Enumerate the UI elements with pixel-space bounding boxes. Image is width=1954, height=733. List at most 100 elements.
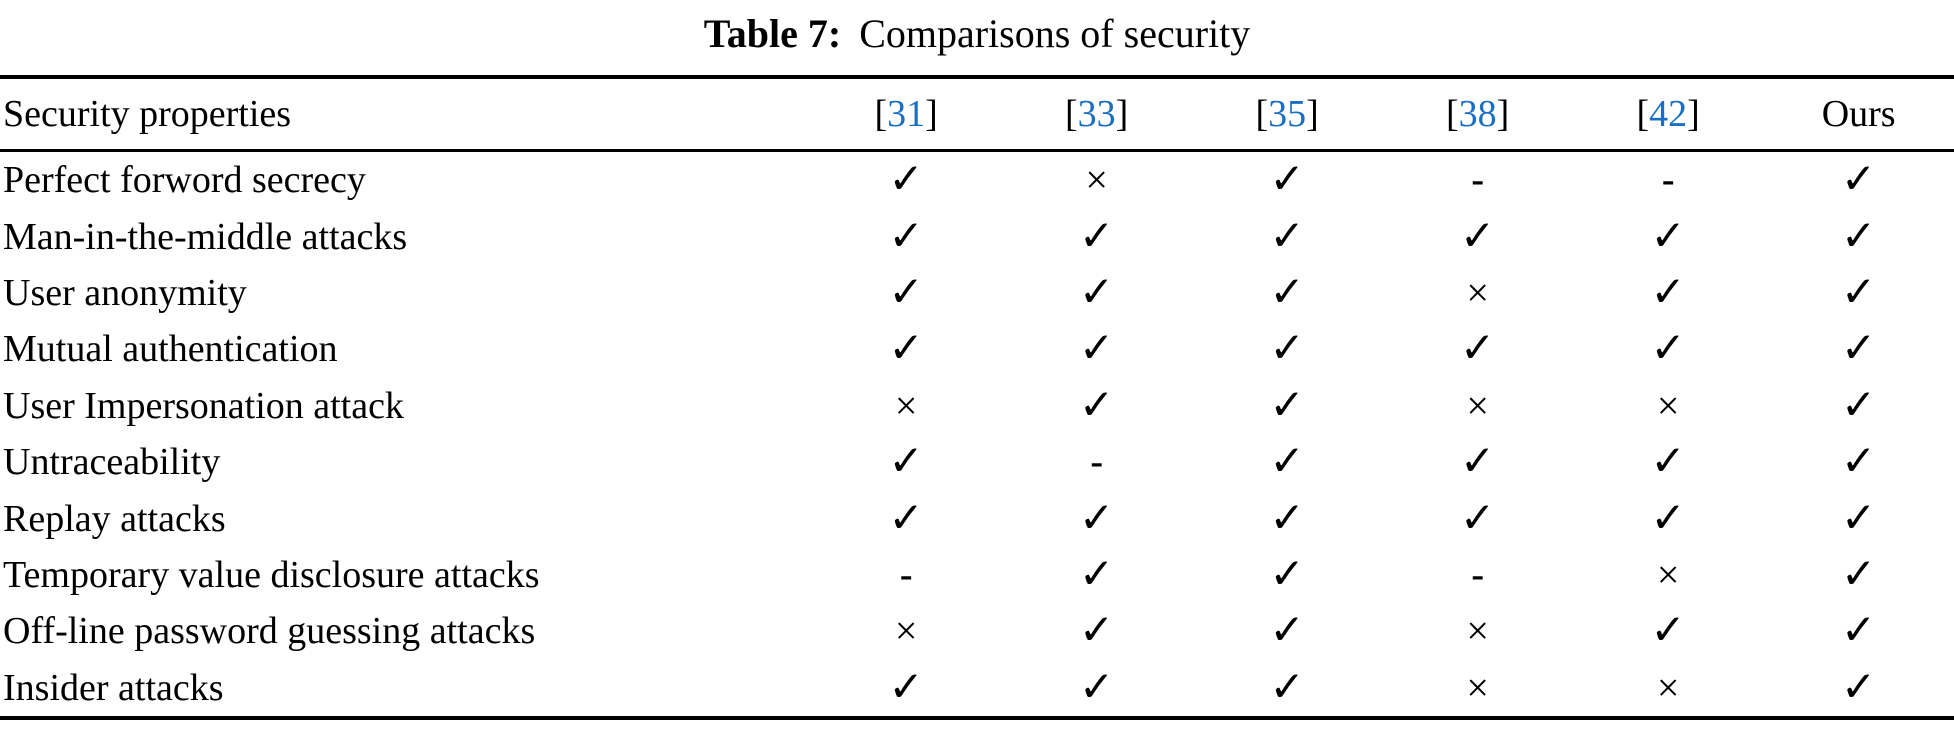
check-symbol: ✓ <box>1269 382 1305 429</box>
check-symbol: ✓ <box>1650 326 1686 373</box>
check-symbol: ✓ <box>1841 664 1877 711</box>
table-row: Temporary value disclosure attacks - ✓ ✓ - × ✓ <box>0 547 1954 603</box>
check-symbol: ✓ <box>1460 326 1496 373</box>
table-row: Replay attacks ✓ ✓ ✓ ✓ ✓ ✓ <box>0 490 1954 546</box>
security-properties-header: Security properties <box>3 93 292 135</box>
bracket-left: [ <box>1636 93 1650 135</box>
check-symbol: ✓ <box>1269 157 1305 204</box>
check-symbol: ✓ <box>1079 382 1115 429</box>
table-row: Insider attacks ✓ ✓ ✓ × × ✓ <box>0 660 1954 716</box>
check-symbol: ✓ <box>1650 213 1686 260</box>
citation-column-header: [42] <box>1573 92 1764 136</box>
table-row: User Impersonation attack × ✓ ✓ × × ✓ <box>0 378 1954 434</box>
check-symbol: ✓ <box>1650 608 1686 655</box>
property-label: User Impersonation attack <box>3 384 404 427</box>
check-symbol: ✓ <box>1460 213 1496 260</box>
table-row: Man-in-the-middle attacks ✓ ✓ ✓ ✓ ✓ ✓ <box>0 208 1954 264</box>
table-body: Perfect forword secrecy ✓ × ✓ - - ✓ Man-in-the-… <box>0 152 1954 716</box>
citation-link[interactable]: 38 <box>1458 93 1497 135</box>
table-caption: Table 7: Comparisons of security <box>0 0 1954 75</box>
check-symbol: ✓ <box>1841 551 1877 598</box>
table-row: Mutual authentication ✓ ✓ ✓ ✓ ✓ ✓ <box>0 321 1954 377</box>
property-label: Untraceability <box>3 441 221 484</box>
cross-symbol: × <box>894 608 918 654</box>
property-label: Replay attacks <box>3 497 226 540</box>
bracket-left: [ <box>1255 93 1269 135</box>
check-symbol: ✓ <box>1269 326 1305 373</box>
cross-symbol: × <box>1466 664 1489 710</box>
dash-symbol: - <box>1471 159 1484 202</box>
cross-symbol: × <box>1466 269 1489 315</box>
dash-symbol: - <box>899 553 913 596</box>
dash-symbol: - <box>1090 441 1103 484</box>
bracket-right: ] <box>1115 93 1129 135</box>
check-symbol: ✓ <box>1269 439 1305 486</box>
check-symbol: ✓ <box>1460 495 1496 542</box>
check-symbol: ✓ <box>888 269 924 316</box>
bracket-left: [ <box>1065 93 1078 135</box>
property-label: Man-in-the-middle attacks <box>3 215 408 258</box>
ours-column-header: Ours <box>1821 93 1896 135</box>
property-label: Off-line password guessing attacks <box>3 610 536 653</box>
check-symbol: ✓ <box>1650 439 1686 486</box>
check-symbol: ✓ <box>1841 269 1877 316</box>
check-symbol: ✓ <box>1841 326 1877 373</box>
check-symbol: ✓ <box>1841 157 1877 204</box>
check-symbol: ✓ <box>1841 382 1877 429</box>
check-symbol: ✓ <box>1079 326 1115 373</box>
property-label: Temporary value disclosure attacks <box>3 553 540 596</box>
property-label: User anonymity <box>3 271 247 314</box>
dash-symbol: - <box>1661 159 1675 202</box>
check-symbol: ✓ <box>1269 213 1305 260</box>
check-symbol: ✓ <box>1841 213 1877 260</box>
property-label: Perfect forword secrecy <box>3 159 366 202</box>
table-row: User anonymity ✓ ✓ ✓ × ✓ ✓ <box>0 265 1954 321</box>
check-symbol: ✓ <box>1460 439 1496 486</box>
bracket-right: ] <box>925 93 938 135</box>
citation-link[interactable]: 35 <box>1268 93 1307 135</box>
check-symbol: ✓ <box>1079 608 1115 655</box>
check-symbol: ✓ <box>1841 608 1877 655</box>
check-symbol: ✓ <box>888 495 924 542</box>
check-symbol: ✓ <box>1269 608 1305 655</box>
check-symbol: ✓ <box>1079 495 1115 542</box>
property-label: Insider attacks <box>3 666 224 709</box>
bracket-left: [ <box>1446 93 1459 135</box>
check-symbol: ✓ <box>1841 439 1877 486</box>
check-symbol: ✓ <box>888 326 924 373</box>
bracket-right: ] <box>1306 93 1319 135</box>
check-symbol: ✓ <box>888 664 924 711</box>
cross-symbol: × <box>1656 551 1680 597</box>
check-symbol: ✓ <box>1269 269 1305 316</box>
cross-symbol: × <box>1466 382 1489 428</box>
cross-symbol: × <box>1656 664 1680 710</box>
check-symbol: ✓ <box>1650 269 1686 316</box>
citation-column-header: [31] <box>811 92 1002 136</box>
check-symbol: ✓ <box>1841 495 1877 542</box>
dash-symbol: - <box>1471 553 1484 596</box>
check-symbol: ✓ <box>1079 664 1115 711</box>
check-symbol: ✓ <box>1079 213 1115 260</box>
bracket-right: ] <box>1687 93 1700 135</box>
check-symbol: ✓ <box>888 157 924 204</box>
citation-link[interactable]: 42 <box>1649 93 1688 135</box>
citation-link[interactable]: 33 <box>1077 93 1116 135</box>
table-row: Off-line password guessing attacks × ✓ ✓ × ✓ ✓ <box>0 603 1954 659</box>
cross-symbol: × <box>1466 608 1489 654</box>
check-symbol: ✓ <box>1269 551 1305 598</box>
check-symbol: ✓ <box>888 213 924 260</box>
cross-symbol: × <box>1085 157 1108 203</box>
comparison-table: Security properties [31] [33] [35] [38] [42]… <box>0 75 1954 720</box>
table-row: Perfect forword secrecy ✓ × ✓ - - ✓ <box>0 152 1954 208</box>
citation-column-header: [38] <box>1382 92 1573 136</box>
property-label: Mutual authentication <box>3 328 338 371</box>
check-symbol: ✓ <box>888 439 924 486</box>
table-row: Untraceability ✓ - ✓ ✓ ✓ ✓ <box>0 434 1954 490</box>
check-symbol: ✓ <box>1079 269 1115 316</box>
check-symbol: ✓ <box>1269 664 1305 711</box>
citation-link[interactable]: 31 <box>887 93 926 135</box>
bracket-right: ] <box>1496 93 1510 135</box>
bracket-left: [ <box>874 93 888 135</box>
citation-column-header: [35] <box>1192 92 1383 136</box>
